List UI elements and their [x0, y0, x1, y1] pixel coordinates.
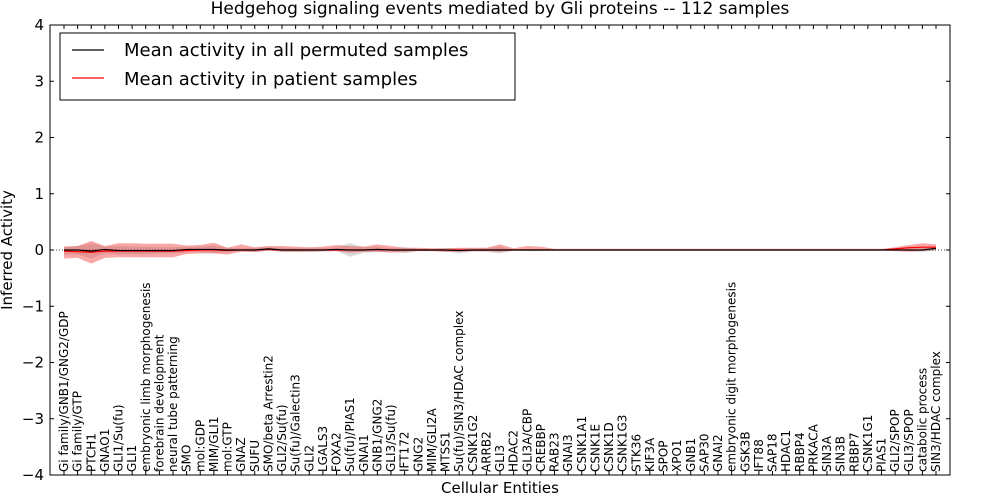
- x-category-label: IFT88: [752, 439, 766, 472]
- y-tick-label: 3: [34, 72, 44, 90]
- legend-label-permuted: Mean activity in all permuted samples: [124, 40, 468, 61]
- x-category-label: GLI3/SPOP: [902, 409, 916, 472]
- x-category-label: SPOP: [657, 440, 671, 472]
- x-category-label: GNAZ: [234, 437, 248, 472]
- y-tick-label: −4: [22, 466, 44, 484]
- x-category-label: FOXA2: [330, 432, 344, 472]
- x-category-label: Su(fu)/PIAS1: [343, 397, 357, 472]
- x-category-label: SMO/beta Arrestin2: [261, 355, 275, 472]
- x-category-label: GLI2/SPOP: [888, 409, 902, 472]
- x-category-label: CSNK1D: [602, 422, 616, 472]
- series-line-0: [64, 247, 937, 252]
- x-category-label: PTCH1: [84, 433, 98, 472]
- x-category-label: STK36: [629, 434, 643, 472]
- x-category-label: forebrain development: [152, 334, 166, 472]
- x-category-label: PRKACA: [806, 423, 820, 472]
- y-tick-label: 4: [34, 16, 44, 34]
- plot-frame: [49, 24, 951, 476]
- x-category-label: SIN3/HDAC complex: [929, 351, 943, 472]
- legend-label-patient: Mean activity in patient samples: [124, 69, 418, 90]
- x-category-label: HDAC1: [779, 430, 793, 472]
- x-category-label: GLI2/Su(fu): [275, 404, 289, 472]
- x-category-label: neural tube patterning: [166, 336, 180, 472]
- x-category-label: SAP18: [766, 433, 780, 472]
- x-category-label: GNAI2: [711, 434, 725, 472]
- x-category-label: Gi family/GTP: [71, 391, 85, 472]
- x-category-label: embryonic digit morphogenesis: [725, 282, 739, 472]
- y-axis-label: Inferred Activity: [0, 190, 16, 310]
- x-category-label: SMO: [180, 445, 194, 472]
- x-category-label: HDAC2: [507, 430, 521, 472]
- x-category-label: embryonic limb morphogenesis: [139, 282, 153, 472]
- y-tick-label: 2: [34, 129, 44, 147]
- x-category-label: PIAS1: [875, 438, 889, 472]
- x-category-label: CSNK1G3: [616, 415, 630, 472]
- x-category-label: CSNK1A1: [575, 416, 589, 472]
- x-category-label: GNG2: [411, 437, 425, 472]
- x-category-label: CSNK1E: [588, 424, 602, 472]
- band-series-1: [64, 241, 936, 264]
- x-axis-label: Cellular Entities: [441, 479, 559, 497]
- band-series-0: [64, 243, 936, 259]
- x-category-label: RBBP7: [847, 432, 861, 472]
- x-category-label: LGALS3: [316, 426, 330, 472]
- y-tick-label: −3: [22, 410, 44, 428]
- x-category-label: GLI1: [125, 445, 139, 472]
- x-category-label: GLI2: [302, 445, 316, 472]
- legend-box: [59, 32, 516, 101]
- x-category-label: CREBBP: [534, 424, 548, 472]
- x-category-label: GLI3: [493, 445, 507, 472]
- x-category-label: GSK3B: [738, 431, 752, 472]
- x-category-label: Su(fu)/SIN3/HDAC complex: [452, 311, 466, 472]
- chart-title: Hedgehog signaling events mediated by Gl…: [211, 0, 790, 19]
- x-category-label: GNAO1: [98, 429, 112, 472]
- y-tick-label: −2: [22, 354, 44, 372]
- x-category-label: RBBP4: [793, 432, 807, 472]
- y-tick-label: −1: [22, 297, 44, 315]
- x-category-label: Su(fu)/Galectin3: [289, 374, 303, 472]
- x-category-label: SIN3A: [820, 435, 834, 472]
- x-category-label: CSNK1G2: [466, 415, 480, 472]
- x-category-label: GLI3A/CBP: [520, 409, 534, 472]
- x-category-label: mol:GTP: [221, 422, 235, 472]
- x-category-label: mol:GDP: [193, 420, 207, 472]
- x-category-label: catabolic process: [915, 368, 929, 472]
- y-tick-label: 1: [34, 185, 44, 203]
- x-category-label: KIF3A: [643, 437, 657, 472]
- x-category-label: MTSS1: [439, 431, 453, 472]
- x-category-label: XPO1: [670, 439, 684, 472]
- x-category-label: MIM/GLI1: [207, 417, 221, 472]
- y-tick-label: 0: [34, 241, 44, 259]
- x-category-label: IFT172: [398, 432, 412, 472]
- x-category-label: GNAI1: [357, 434, 371, 472]
- legend: Mean activity in all permuted samples Me…: [59, 32, 516, 101]
- x-category-label: SAP30: [697, 433, 711, 472]
- x-category-label: Gi family/GNB1/GNG2/GDP: [57, 311, 71, 472]
- x-category-label: GNB1: [684, 438, 698, 472]
- x-category-label: MIM/GLI2A: [425, 408, 439, 472]
- x-category-label: GNAI3: [561, 434, 575, 472]
- x-category-label: ARRB2: [479, 431, 493, 472]
- x-category-label: GLI1/Su(fu): [112, 404, 126, 472]
- x-category-label: SUFU: [248, 440, 262, 472]
- x-category-label: CSNK1G1: [861, 415, 875, 472]
- x-category-label: GNB1/GNG2: [370, 399, 384, 472]
- x-category-label: RAB23: [548, 432, 562, 472]
- x-category-label: GLI3/Su(fu): [384, 404, 398, 472]
- x-category-label: SIN3B: [834, 436, 848, 472]
